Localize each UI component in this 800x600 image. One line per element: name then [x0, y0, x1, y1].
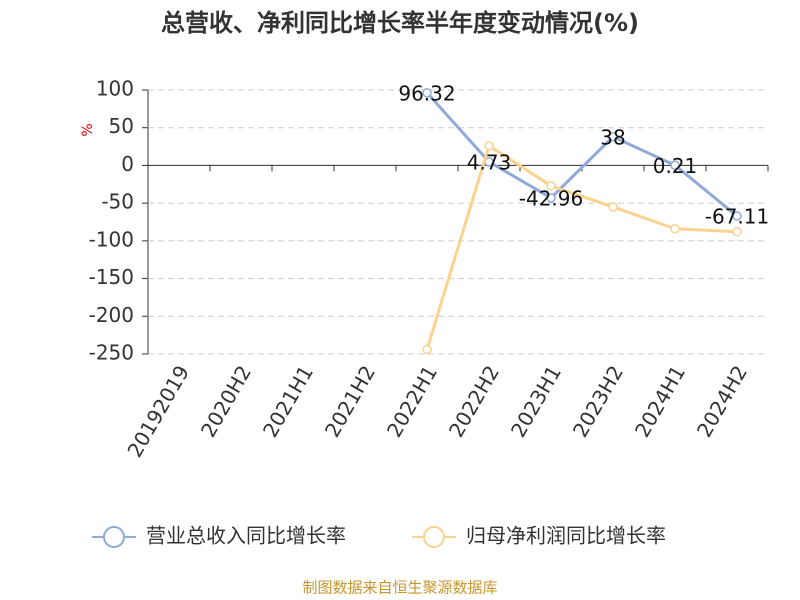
data-point: [670, 224, 680, 234]
data-point: [546, 193, 556, 203]
x-tick-label: 2022H2: [444, 361, 504, 441]
chart-title: 总营收、净利同比增长率半年度变动情况(%): [161, 9, 639, 37]
legend-marker: [423, 526, 445, 548]
y-tick-label: 50: [109, 114, 134, 138]
data-point: [546, 181, 556, 191]
source-note: 制图数据来自恒生聚源数据库: [302, 579, 497, 597]
x-tick-label: 2023H2: [568, 361, 628, 441]
x-tick-label: 2024H1: [630, 361, 690, 441]
series-line: [425, 91, 738, 218]
data-point: [732, 211, 742, 221]
data-point: [670, 160, 680, 171]
y-tick-label: 100: [96, 77, 134, 101]
data-label: -42.96: [519, 186, 583, 210]
data-label: 38: [600, 125, 625, 149]
data-point: [484, 141, 494, 151]
y-tick-label: -250: [89, 341, 134, 365]
data-point: [422, 344, 432, 355]
x-tick-label: 2021H2: [320, 361, 380, 441]
data-label: 4.73: [467, 150, 512, 174]
y-tick-label: 0: [121, 152, 134, 176]
data-point: [608, 132, 618, 142]
data-point: [422, 88, 432, 98]
y-tick-label: -100: [89, 227, 134, 251]
x-tick-label: 2020H2: [196, 361, 256, 441]
x-tick-label: 2023H1: [506, 361, 566, 441]
x-tick-label: 2024H2: [692, 361, 752, 441]
data-label: 0.21: [653, 154, 698, 178]
x-tick-label: 2022H1: [382, 361, 442, 441]
y-axis-label: %: [80, 123, 96, 136]
data-point: [608, 202, 618, 212]
data-label: -67.11: [705, 205, 769, 229]
legend-label: 归母净利润同比增长率: [466, 524, 666, 548]
y-tick-label: -200: [89, 303, 134, 327]
y-tick-label: -150: [89, 265, 134, 289]
data-point: [732, 227, 742, 237]
legend-label: 营业总收入同比增长率: [146, 524, 346, 548]
data-label: 96.32: [398, 81, 455, 105]
x-tick-label: 2021H1: [258, 361, 318, 441]
x-tick-label: 20192019: [122, 361, 194, 461]
y-tick-label: -50: [101, 190, 134, 214]
series-line: [425, 143, 738, 350]
legend-marker: [103, 526, 125, 548]
